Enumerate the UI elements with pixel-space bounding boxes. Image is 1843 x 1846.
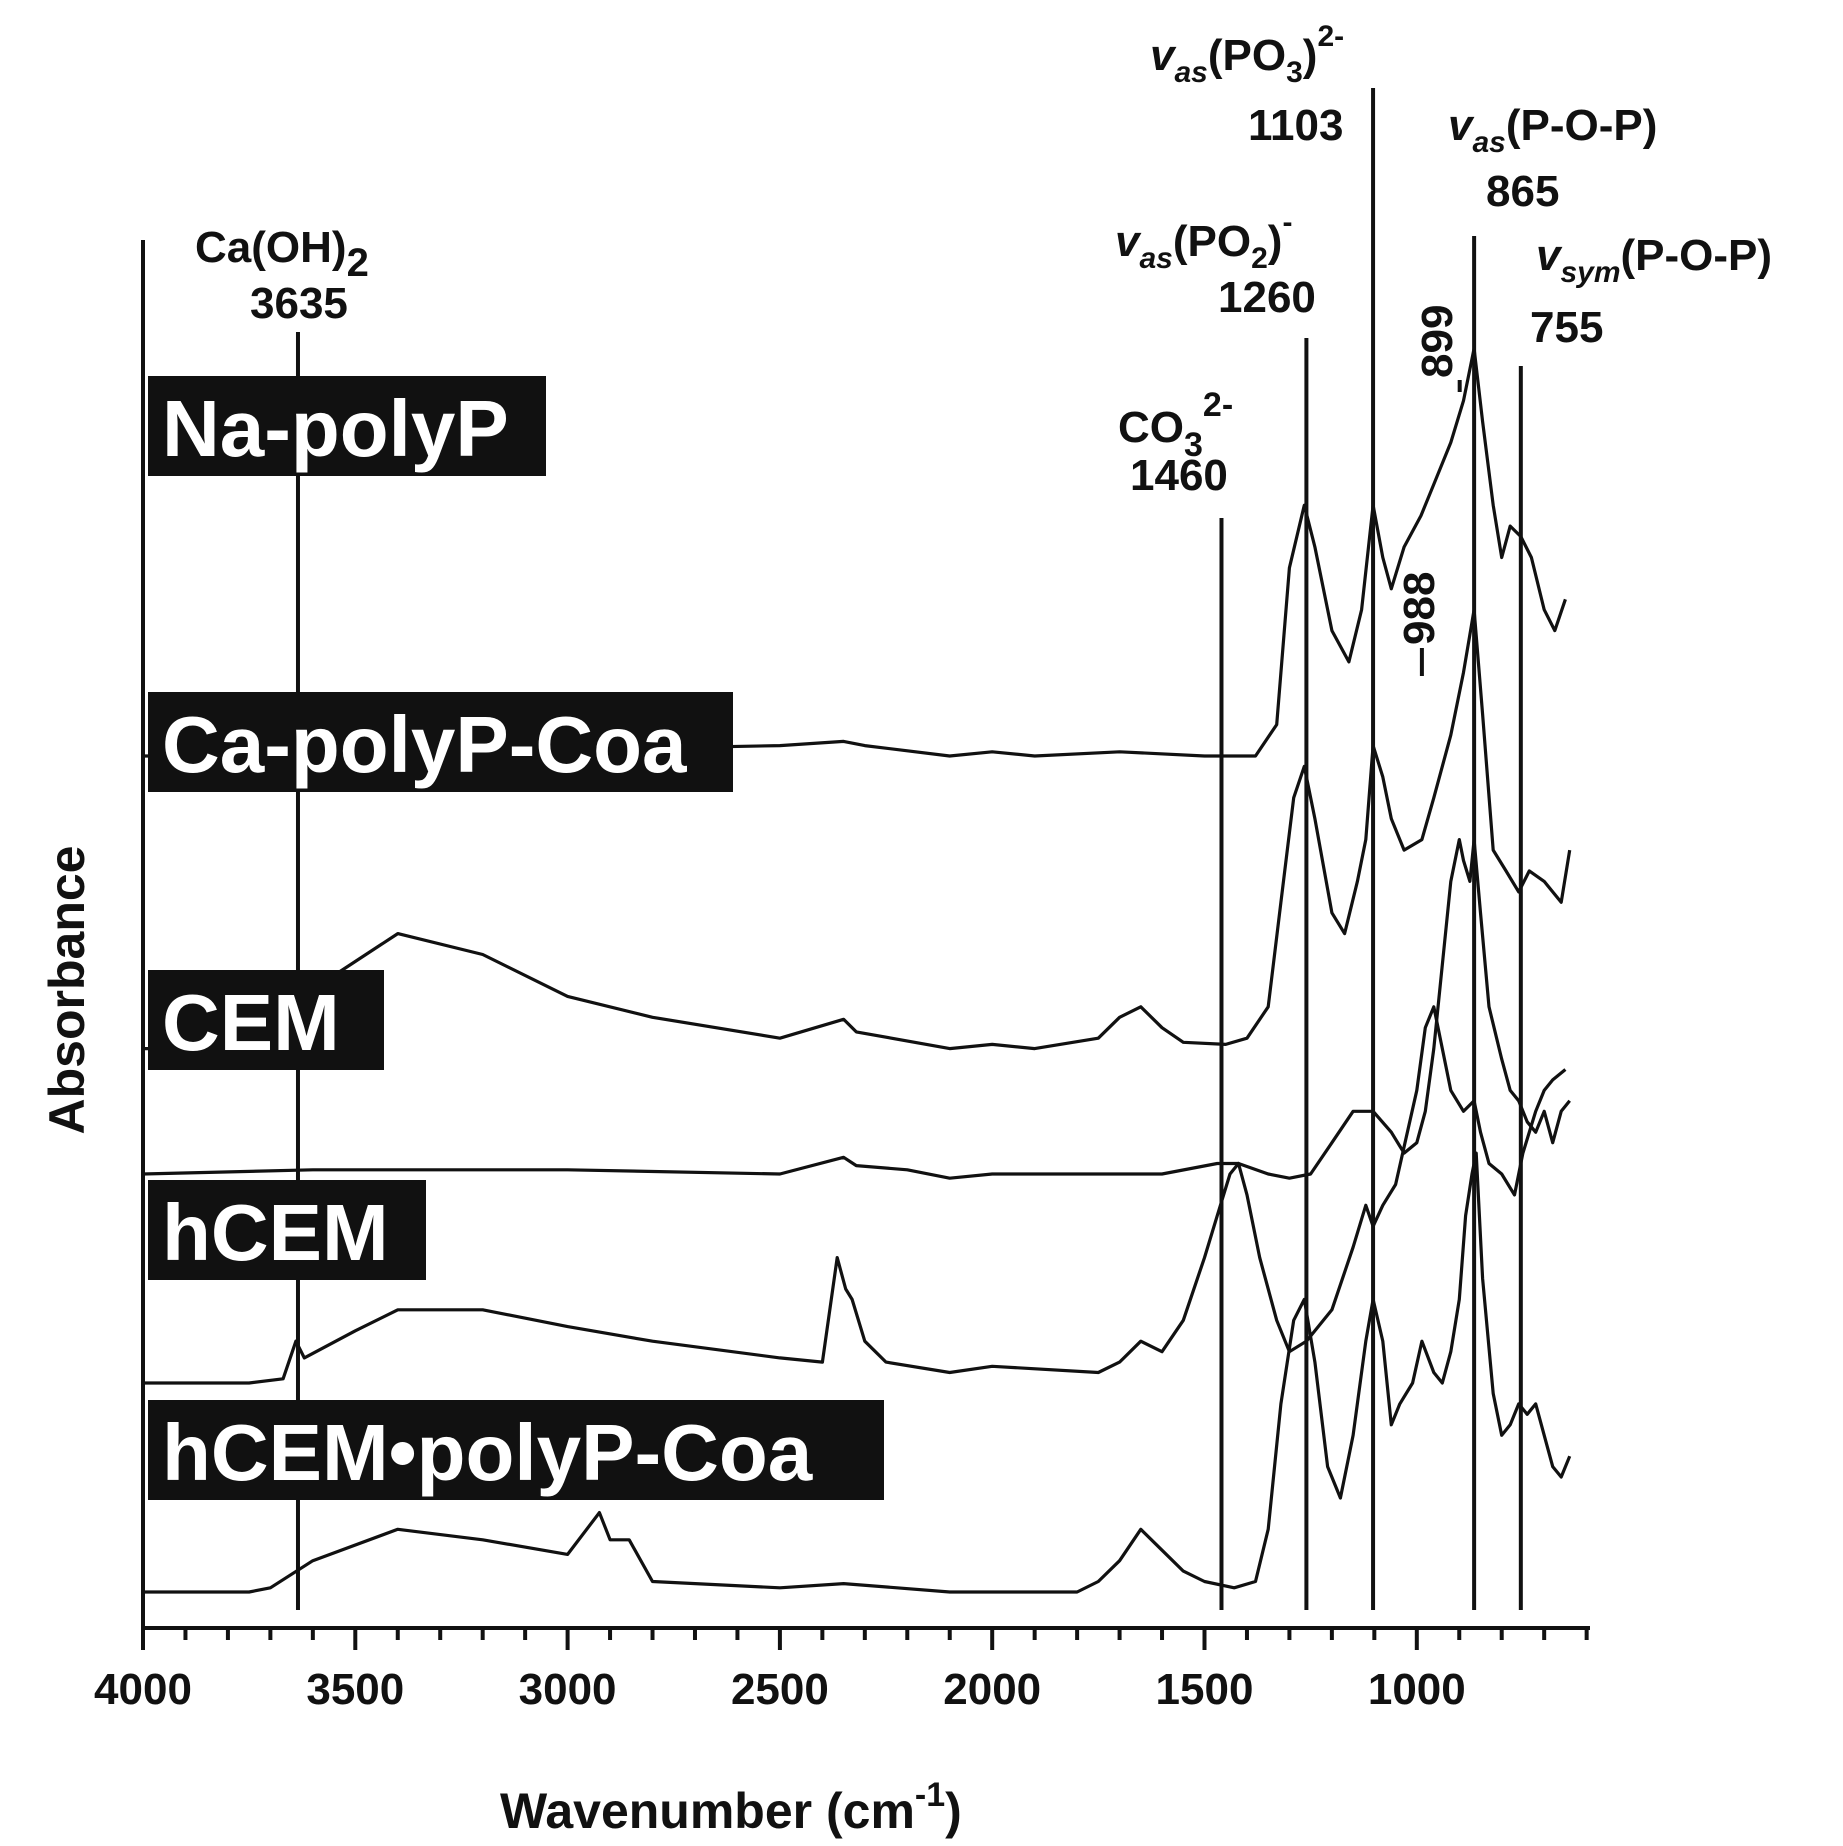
band-label-value: 1103 [1248, 101, 1343, 150]
band-label-value: 3635 [250, 279, 348, 328]
band-label-vas-pop: vas(P-O-P) 865 [1448, 101, 1657, 216]
band-label-subscript: 2 [347, 241, 369, 285]
band-label-nu: v [1448, 101, 1475, 150]
sample-label-cem: CEM [148, 970, 384, 1070]
band-marker-lines [295, 88, 1523, 1610]
spectrum-line-2 [142, 838, 1571, 1180]
band-label-value: 1460 [1130, 451, 1228, 500]
band-label-base: Ca(OH) [195, 223, 347, 272]
band-label-nu: v [1115, 217, 1142, 266]
spectrum-line-1 [143, 608, 1572, 1051]
band-label-name: vas(P-O-P) [1448, 101, 1657, 159]
band-label-co3: CO32- 1460 [1118, 386, 1233, 500]
sample-label-text: Na-polyP [162, 384, 509, 473]
peak-annotation-899: 899 [1413, 305, 1462, 378]
band-label-value: 755 [1530, 303, 1603, 352]
band-label-value: 865 [1486, 167, 1559, 216]
band-label-value: 1260 [1218, 273, 1316, 322]
band-label-base: (PO [1173, 217, 1251, 266]
band-label-superscript: 2- [1203, 386, 1233, 424]
spectrum-line-0 [143, 346, 1567, 758]
band-label-vas-po3: vas(PO3)2- 1103 [1150, 20, 1344, 150]
x-tick-label: 4000 [94, 1665, 192, 1714]
band-label-close: ) [1268, 217, 1283, 266]
sample-label-ca-polyp-coa: Ca-polyP-Coa [148, 692, 733, 792]
band-label-nu: v [1150, 31, 1177, 80]
band-label-name: vsym(P-O-P) [1536, 231, 1772, 289]
x-axis-title-close: ) [945, 1783, 962, 1839]
x-tick-label: 3000 [519, 1665, 617, 1714]
x-axis-title-base: Wavenumber (cm [500, 1783, 915, 1839]
sample-label-bg [148, 970, 384, 1070]
band-label-subscript: 3 [1286, 56, 1303, 89]
band-label-nu: v [1536, 231, 1563, 280]
band-label-subscript: 3 [1184, 426, 1203, 464]
band-label-close: ) [1303, 31, 1318, 80]
y-axis-title: Absorbance [39, 846, 95, 1135]
spectrum-line-4 [143, 1151, 1572, 1594]
x-tick-label: 2000 [943, 1665, 1041, 1714]
x-axis-title: Wavenumber (cm-1) [500, 1776, 962, 1839]
x-axis-ticks: 4000 3500 3000 2500 2000 1500 1000 [94, 1628, 1589, 1714]
sample-label-text: hCEM [162, 1188, 389, 1277]
band-label-name: CO32- [1118, 386, 1233, 464]
x-tick-label: 2500 [731, 1665, 829, 1714]
band-label-nu-subscript: as [1139, 242, 1172, 275]
band-label-superscript: 2- [1317, 20, 1344, 53]
sample-label-hcem-polyp-coa: hCEM•polyP-Coa [148, 1400, 884, 1500]
band-label-base: (P-O-P) [1621, 231, 1773, 280]
band-label-superscript: - [1282, 206, 1292, 239]
band-label-vas-po2: vas(PO2)- 1260 [1115, 206, 1316, 322]
band-label-name: vas(PO2)- [1115, 206, 1292, 275]
band-label-base: (PO [1208, 31, 1286, 80]
band-label-base: CO [1118, 403, 1184, 452]
band-label-subscript: 2 [1251, 242, 1268, 275]
x-axis-title-superscript: -1 [915, 1776, 945, 1814]
band-label-nu-subscript: sym [1560, 256, 1620, 289]
band-label-base: (P-O-P) [1506, 101, 1658, 150]
band-label-name: vas(PO3)2- [1150, 20, 1344, 89]
sample-label-text: CEM [162, 978, 340, 1067]
sample-label-na-polyp: Na-polyP [148, 376, 546, 476]
peak-annotation-988: 988 [1395, 572, 1444, 645]
x-tick-label: 1500 [1156, 1665, 1254, 1714]
band-label-vsym-pop: vsym(P-O-P) 755 [1530, 231, 1772, 352]
sample-label-bg [148, 1180, 426, 1280]
band-label-nu-subscript: as [1174, 56, 1207, 89]
sample-label-text: Ca-polyP-Coa [162, 700, 687, 789]
sample-label-hcem: hCEM [148, 1180, 426, 1280]
band-label-caoh2: Ca(OH)2 3635 [195, 223, 369, 328]
sample-label-bg [148, 692, 733, 792]
band-label-nu-subscript: as [1472, 126, 1505, 159]
sample-label-bg [148, 376, 546, 476]
x-tick-label: 1000 [1368, 1665, 1466, 1714]
axes: 4000 3500 3000 2500 2000 1500 1000 [94, 240, 1590, 1714]
sample-label-bg [148, 1400, 884, 1500]
band-label-name: Ca(OH)2 [195, 223, 369, 285]
x-tick-label: 3500 [306, 1665, 404, 1714]
sample-label-text: hCEM•polyP-Coa [162, 1408, 813, 1497]
